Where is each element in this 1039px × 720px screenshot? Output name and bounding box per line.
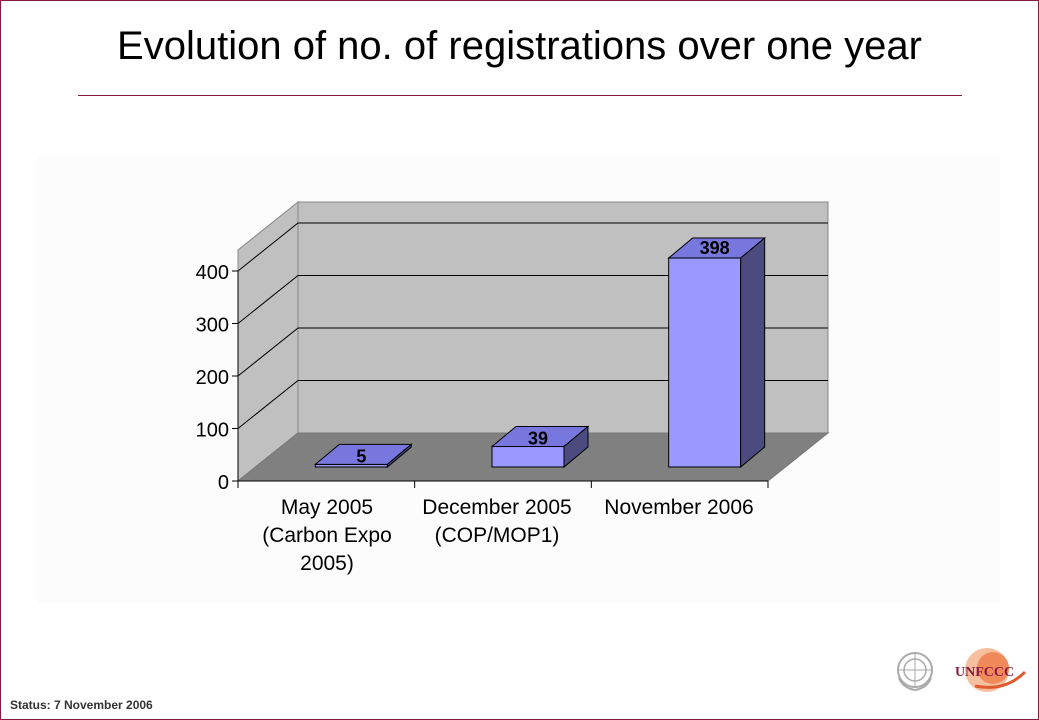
gridline [237, 380, 828, 429]
bar [491, 446, 565, 468]
un-emblem-icon [893, 648, 937, 697]
x-tick-label: November 2006 [604, 496, 753, 519]
bar-side [740, 236, 766, 469]
y-tick-label: 0 [218, 472, 229, 494]
x-tick-label: December 2005 [422, 496, 571, 519]
status-text: Status: 7 November 2006 [10, 698, 153, 712]
bar-side [386, 443, 412, 469]
slide-title: Evolution of no. of registrations over o… [117, 24, 922, 68]
x-tick-label: (Carbon Expo [262, 524, 392, 547]
y-tick-label: 200 [196, 367, 229, 389]
y-tick-label: 100 [196, 420, 229, 442]
bar-data-label: 398 [700, 238, 730, 258]
gridline [237, 222, 828, 272]
y-tick-label: 300 [196, 315, 229, 337]
x-tick-label: 2005) [300, 552, 354, 575]
title-divider [78, 95, 962, 96]
gridline [237, 275, 828, 324]
y-tick-label: 400 [196, 262, 229, 284]
bar [668, 257, 742, 468]
svg-text:UNFCCC: UNFCCC [955, 665, 1014, 680]
bar-side [563, 425, 589, 469]
unfccc-logo: UNFCCC [945, 646, 1035, 701]
bar-data-label: 5 [356, 446, 366, 466]
bar-data-label: 39 [528, 429, 548, 449]
x-tick-label: May 2005 [281, 496, 373, 519]
gridline [237, 327, 828, 377]
chart-side-wall [237, 200, 299, 483]
x-tick-label: (COP/MOP1) [435, 524, 560, 547]
